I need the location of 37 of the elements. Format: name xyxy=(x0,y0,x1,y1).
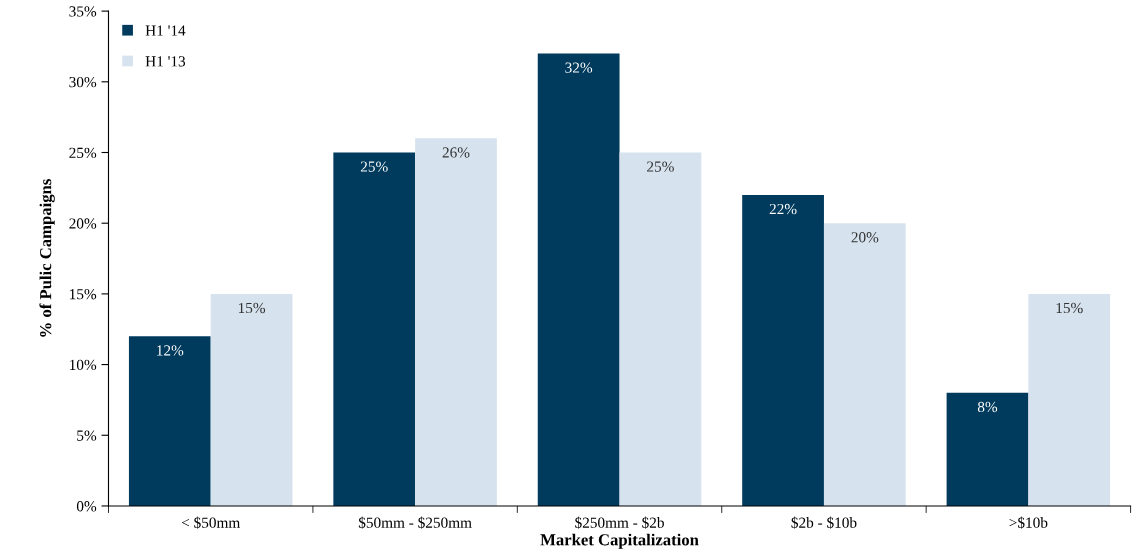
data-label: 22% xyxy=(769,203,797,215)
data-label: 12% xyxy=(157,345,184,356)
bar xyxy=(823,223,906,506)
legend-label: H1 '14 xyxy=(145,25,186,36)
bar xyxy=(128,336,211,506)
data-label: 15% xyxy=(1056,302,1083,314)
y-axis-title: % of Pulic Campaigns xyxy=(39,179,55,337)
y-tick-label: 30% xyxy=(69,76,97,88)
x-tick-label: $50mm - $250mm xyxy=(358,516,472,529)
data-label: 32% xyxy=(565,62,593,73)
y-tick-label: 35% xyxy=(69,6,97,17)
data-label: 20% xyxy=(851,232,879,243)
bar xyxy=(415,138,497,506)
bar xyxy=(333,152,416,506)
data-label: 15% xyxy=(238,302,266,314)
y-tick-label: 0% xyxy=(76,501,97,512)
legend-label: H1 '13 xyxy=(145,56,186,67)
data-label: 26% xyxy=(442,147,470,158)
data-label: 8% xyxy=(977,401,998,413)
x-tick-label: $2b - $10b xyxy=(791,516,857,529)
x-axis-title: Market Capitalization xyxy=(540,533,699,549)
x-tick-label: < $50mm xyxy=(181,516,241,529)
y-tick-label: 25% xyxy=(69,147,97,158)
y-tick-label: 15% xyxy=(70,289,97,300)
y-tick-label: 20% xyxy=(69,218,97,229)
y-tick-label: 10% xyxy=(70,359,97,371)
bar xyxy=(619,152,702,506)
bar xyxy=(742,194,824,506)
y-tick-label: 5% xyxy=(77,430,97,441)
bar xyxy=(210,293,293,506)
bar xyxy=(1028,293,1111,506)
x-tick-label: $250mm - $2b xyxy=(575,516,664,529)
data-label: 25% xyxy=(360,161,388,172)
bar xyxy=(537,53,620,506)
data-label: 25% xyxy=(647,161,674,172)
bar xyxy=(946,392,1029,506)
x-tick-label: >$10b xyxy=(1009,516,1048,529)
